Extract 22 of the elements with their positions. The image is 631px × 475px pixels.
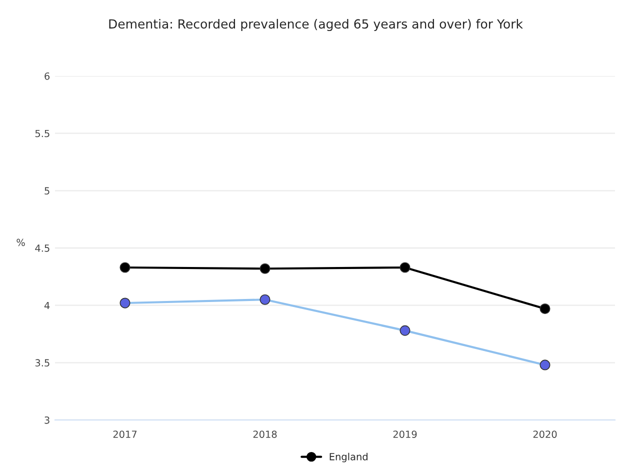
x-tick-label: 2019 — [393, 430, 417, 438]
chart-title: Dementia: Recorded prevalence (aged 65 years and over) for York — [109, 18, 523, 32]
y-tick-label: 6 — [44, 72, 50, 80]
point — [400, 325, 410, 336]
point — [120, 262, 130, 273]
legend-label: England — [330, 452, 368, 462]
y-tick-label: 3 — [44, 416, 50, 424]
y-tick-label: 5 — [44, 187, 50, 194]
point — [540, 360, 550, 370]
point — [120, 298, 130, 308]
x-tick-label: 2018 — [253, 430, 277, 438]
y-tick-label: 3.5 — [35, 359, 50, 366]
point — [260, 294, 270, 305]
x-tick-label: 2017 — [113, 430, 137, 438]
point — [260, 263, 270, 274]
point — [400, 262, 410, 273]
y-tick-label: 4.5 — [35, 244, 50, 252]
y-tick-label: 5.5 — [35, 130, 50, 138]
x-tick-label: 2020 — [533, 430, 557, 438]
y-tick-label: 4 — [44, 302, 50, 310]
y-axis-title: % — [16, 238, 25, 246]
point — [540, 303, 550, 314]
